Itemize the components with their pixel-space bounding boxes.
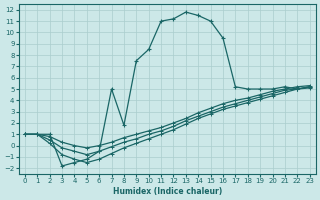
X-axis label: Humidex (Indice chaleur): Humidex (Indice chaleur)	[113, 187, 222, 196]
